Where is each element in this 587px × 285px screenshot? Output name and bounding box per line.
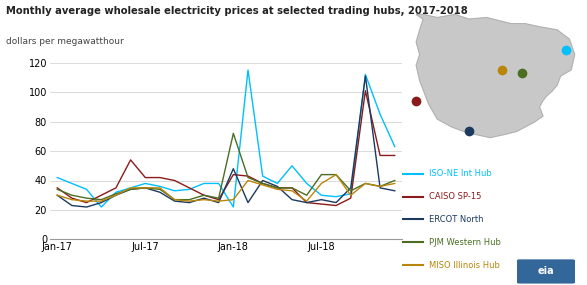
Polygon shape bbox=[416, 15, 575, 138]
Text: dollars per megawatthour: dollars per megawatthour bbox=[6, 37, 124, 46]
Text: Monthly average wholesale electricity prices at selected trading hubs, 2017-2018: Monthly average wholesale electricity pr… bbox=[6, 6, 468, 16]
FancyBboxPatch shape bbox=[517, 259, 575, 284]
Text: MISO Illinois Hub: MISO Illinois Hub bbox=[429, 260, 500, 270]
Text: PJM Western Hub: PJM Western Hub bbox=[429, 238, 500, 247]
Text: CAISO SP-15: CAISO SP-15 bbox=[429, 192, 481, 201]
Text: eia: eia bbox=[538, 266, 554, 276]
Text: ERCOT North: ERCOT North bbox=[429, 215, 483, 224]
Text: ISO-NE Int Hub: ISO-NE Int Hub bbox=[429, 169, 491, 178]
